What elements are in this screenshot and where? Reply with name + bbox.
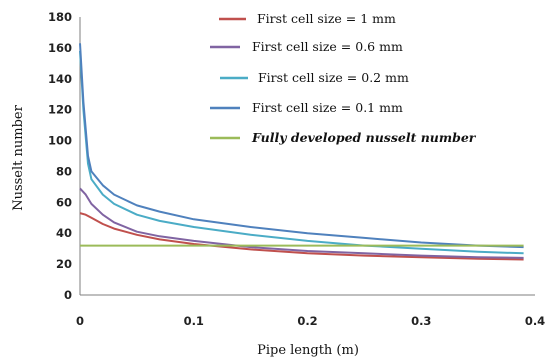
series-line-1 bbox=[79, 212, 524, 261]
series-line-3 bbox=[79, 50, 524, 255]
y-tick-label: 120 bbox=[48, 103, 72, 117]
y-tick-label: 0 bbox=[64, 288, 72, 302]
x-tick-label: 0.1 bbox=[184, 314, 204, 328]
legend-label-1: First cell size = 1 mm bbox=[257, 11, 396, 26]
legend-label-5: Fully developed nusselt number bbox=[251, 130, 477, 145]
legend-label-4: First cell size = 0.1 mm bbox=[252, 100, 403, 115]
x-tick-labels: 0 0.1 0.2 0.3 0.4 bbox=[76, 314, 545, 328]
legend: First cell size = 1 mm First cell size = … bbox=[210, 11, 477, 145]
y-tick-label: 20 bbox=[56, 257, 72, 271]
legend-label-2: First cell size = 0.6 mm bbox=[252, 39, 403, 54]
series-line-4 bbox=[79, 43, 524, 249]
y-tick-label: 60 bbox=[56, 195, 72, 209]
y-axis-title: Nusselt number bbox=[11, 104, 26, 210]
y-tick-label: 100 bbox=[48, 134, 72, 148]
legend-label-3: First cell size = 0.2 mm bbox=[258, 70, 409, 85]
x-tick-label: 0.4 bbox=[525, 314, 545, 328]
x-tick-label: 0.3 bbox=[411, 314, 431, 328]
series-lines bbox=[79, 43, 524, 261]
x-tick-label: 0.2 bbox=[297, 314, 317, 328]
y-tick-label: 80 bbox=[56, 164, 72, 178]
y-tick-label: 40 bbox=[56, 226, 72, 240]
y-tick-labels: 0 20 40 60 80 100 120 140 160 180 bbox=[48, 10, 72, 302]
x-tick-label: 0 bbox=[76, 314, 84, 328]
y-tick-label: 140 bbox=[48, 72, 72, 86]
y-tick-label: 160 bbox=[48, 41, 72, 55]
y-tick-label: 180 bbox=[48, 10, 72, 24]
series-line-2 bbox=[79, 187, 524, 259]
x-axis-title: Pipe length (m) bbox=[257, 343, 359, 358]
